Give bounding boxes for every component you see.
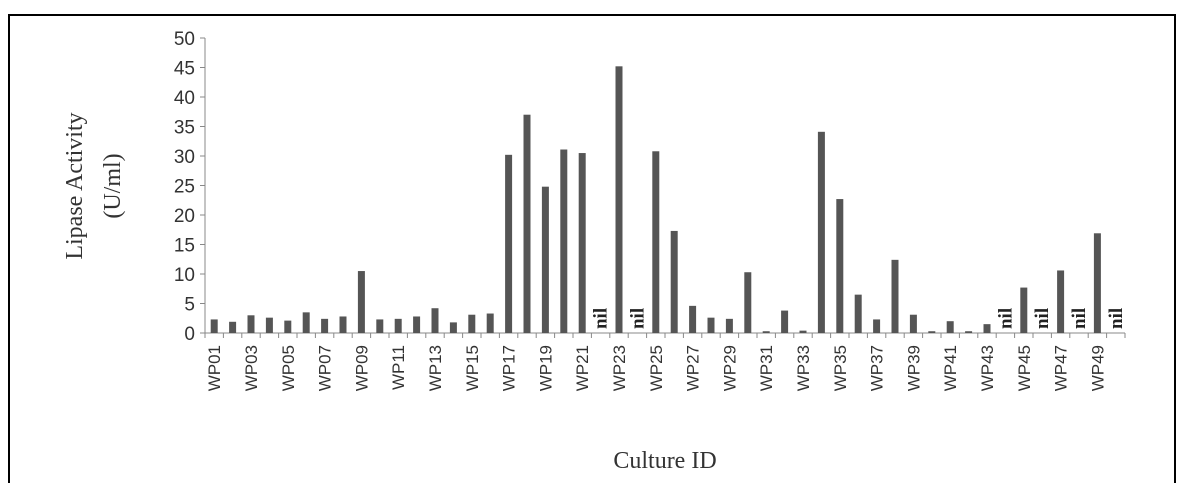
nil-label-WP44: nil [995,308,1016,329]
x-axis-title: Culture ID [613,448,716,474]
nil-label-WP50: nil [1106,308,1127,329]
bar-WP11 [394,318,402,333]
x-tick-label-WP43: WP43 [978,345,997,391]
bar-WP32 [781,310,789,333]
y-tick-label: 45 [174,59,195,80]
bar-WP20 [560,149,568,333]
y-axis-title-line1: Lipase Activity [62,112,88,259]
bar-WP16 [486,313,494,333]
bar-WP02 [229,321,237,333]
y-tick-label: 30 [174,147,195,168]
chart-labels: 0 5 10 15 20 25 30 35 40 45 50 WP01 WP03 WP05 WP07 WP09… [174,29,1127,391]
x-tick-label-WP35: WP35 [831,345,850,391]
bar-WP25 [652,151,660,333]
nil-label-WP48: nil [1069,308,1090,329]
bar-WP10 [376,319,384,333]
bar-WP14 [449,322,457,333]
y-tick-label: 0 [184,324,195,345]
x-tick-label-WP27: WP27 [684,345,703,391]
nil-label-WP46: nil [1032,308,1053,329]
y-tick-label: 5 [184,295,195,316]
bar-WP13 [431,308,439,333]
bar-WP34 [817,131,825,333]
bar-WP03 [247,315,255,333]
bar-WP21 [578,153,586,333]
y-tick-label: 25 [174,177,195,198]
nil-label-WP24: nil [627,308,648,329]
x-tick-label-WP25: WP25 [647,345,666,391]
y-tick-label: 35 [174,118,195,139]
x-tick-label-WP11: WP11 [389,345,408,390]
bar-WP36 [854,294,862,333]
bar-WP27 [689,305,697,333]
x-tick-label-WP29: WP29 [720,345,739,391]
bar-WP15 [468,314,476,333]
bar-WP28 [707,317,715,333]
x-tick-label-WP47: WP47 [1052,345,1071,391]
x-tick-label-WP09: WP09 [352,345,371,391]
y-tick-label: 50 [174,29,195,50]
bar-WP26 [670,230,678,333]
x-tick-label-WP39: WP39 [904,345,923,391]
bar-WP29 [725,318,733,333]
y-tick-label: 20 [174,206,195,227]
bar-WP47 [1057,270,1065,333]
y-tick-label: 15 [174,236,195,257]
bar-WP06 [302,312,310,333]
bar-WP05 [284,320,292,333]
bar-WP09 [357,271,365,333]
x-tick-label-WP01: WP01 [205,345,224,391]
bar-WP35 [836,199,844,333]
x-tick-label-WP41: WP41 [941,345,960,391]
bar-WP40 [928,331,936,333]
x-tick-label-WP21: WP21 [573,345,592,391]
bar-WP04 [265,317,273,333]
x-tick-label-WP49: WP49 [1088,345,1107,391]
x-tick-label-WP33: WP33 [794,345,813,391]
chart-bars [210,66,1101,333]
chart-axes [200,37,1126,338]
x-tick-label-WP17: WP17 [500,345,519,391]
x-tick-label-WP31: WP31 [757,345,776,391]
y-tick-label: 10 [174,265,195,286]
bar-WP23 [615,66,623,333]
x-tick-label-WP19: WP19 [536,345,555,391]
bar-WP37 [873,319,881,333]
bar-WP08 [339,316,347,333]
chart-frame [8,14,1176,483]
bar-WP12 [413,316,421,333]
bar-WP38 [891,259,899,333]
x-tick-label-WP03: WP03 [242,345,261,391]
x-tick-label-WP05: WP05 [279,345,298,391]
y-tick-label: 40 [174,88,195,109]
x-tick-label-WP23: WP23 [610,345,629,391]
bar-WP42 [965,331,973,333]
bar-WP49 [1093,233,1101,333]
x-tick-label-WP45: WP45 [1015,345,1034,391]
bar-WP39 [909,314,917,333]
bar-WP18 [523,114,531,333]
bar-WP01 [210,319,218,333]
x-tick-label-WP07: WP07 [316,345,335,391]
bar-WP30 [744,272,752,333]
nil-label-WP22: nil [591,308,612,329]
bar-WP07 [321,318,329,333]
bar-WP45 [1020,287,1028,333]
bar-WP41 [946,321,954,333]
bar-WP31 [762,331,770,333]
x-tick-label-WP15: WP15 [463,345,482,391]
bar-WP33 [799,330,807,333]
y-axis-title-line2: (U/ml) [100,153,126,218]
x-tick-label-WP13: WP13 [426,345,445,391]
bar-WP43 [983,324,991,333]
bar-WP19 [541,186,549,333]
bar-WP17 [505,154,513,333]
x-tick-label-WP37: WP37 [868,345,887,391]
